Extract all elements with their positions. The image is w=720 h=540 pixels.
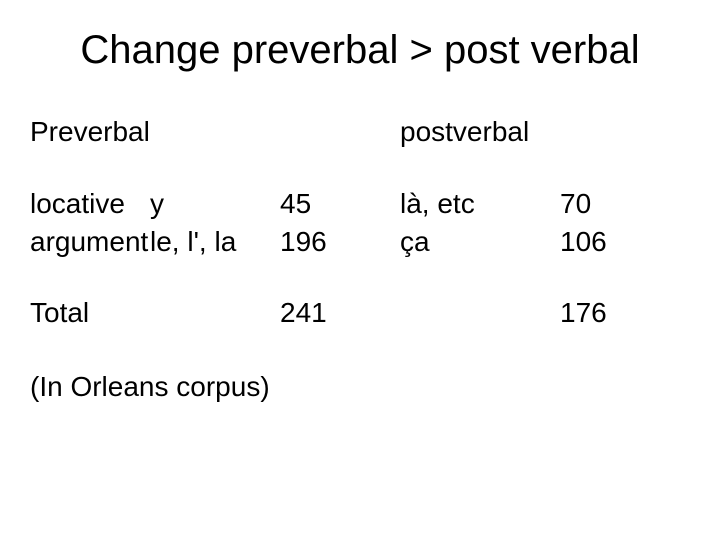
header-postverbal: postverbal	[400, 113, 640, 151]
spacer	[30, 151, 690, 185]
slide-body: Preverbal postverbal locative y 45 là, e…	[30, 113, 690, 406]
table-row: argument le, l', la 196 ça 106	[30, 223, 690, 261]
postverbal-value: 106	[560, 223, 640, 261]
postverbal-item: ça	[400, 223, 560, 261]
footnote: (In Orleans corpus)	[30, 368, 690, 406]
header-preverbal: Preverbal	[30, 113, 400, 151]
table-total-row: Total 241 176	[30, 294, 690, 332]
total-preverbal: 241	[280, 294, 400, 332]
preverbal-item: le, l', la	[150, 223, 280, 261]
postverbal-value: 70	[560, 185, 640, 223]
row-label: locative	[30, 185, 150, 223]
table-header-row: Preverbal postverbal	[30, 113, 690, 151]
preverbal-value: 45	[280, 185, 400, 223]
total-postverbal: 176	[560, 294, 640, 332]
postverbal-item: là, etc	[400, 185, 560, 223]
preverbal-item: y	[150, 185, 280, 223]
slide-title: Change preverbal > post verbal	[30, 28, 690, 73]
preverbal-value: 196	[280, 223, 400, 261]
slide: Change preverbal > post verbal Preverbal…	[0, 0, 720, 540]
total-label: Total	[30, 294, 150, 332]
spacer	[30, 260, 690, 294]
row-label: argument	[30, 223, 150, 261]
table-row: locative y 45 là, etc 70	[30, 185, 690, 223]
